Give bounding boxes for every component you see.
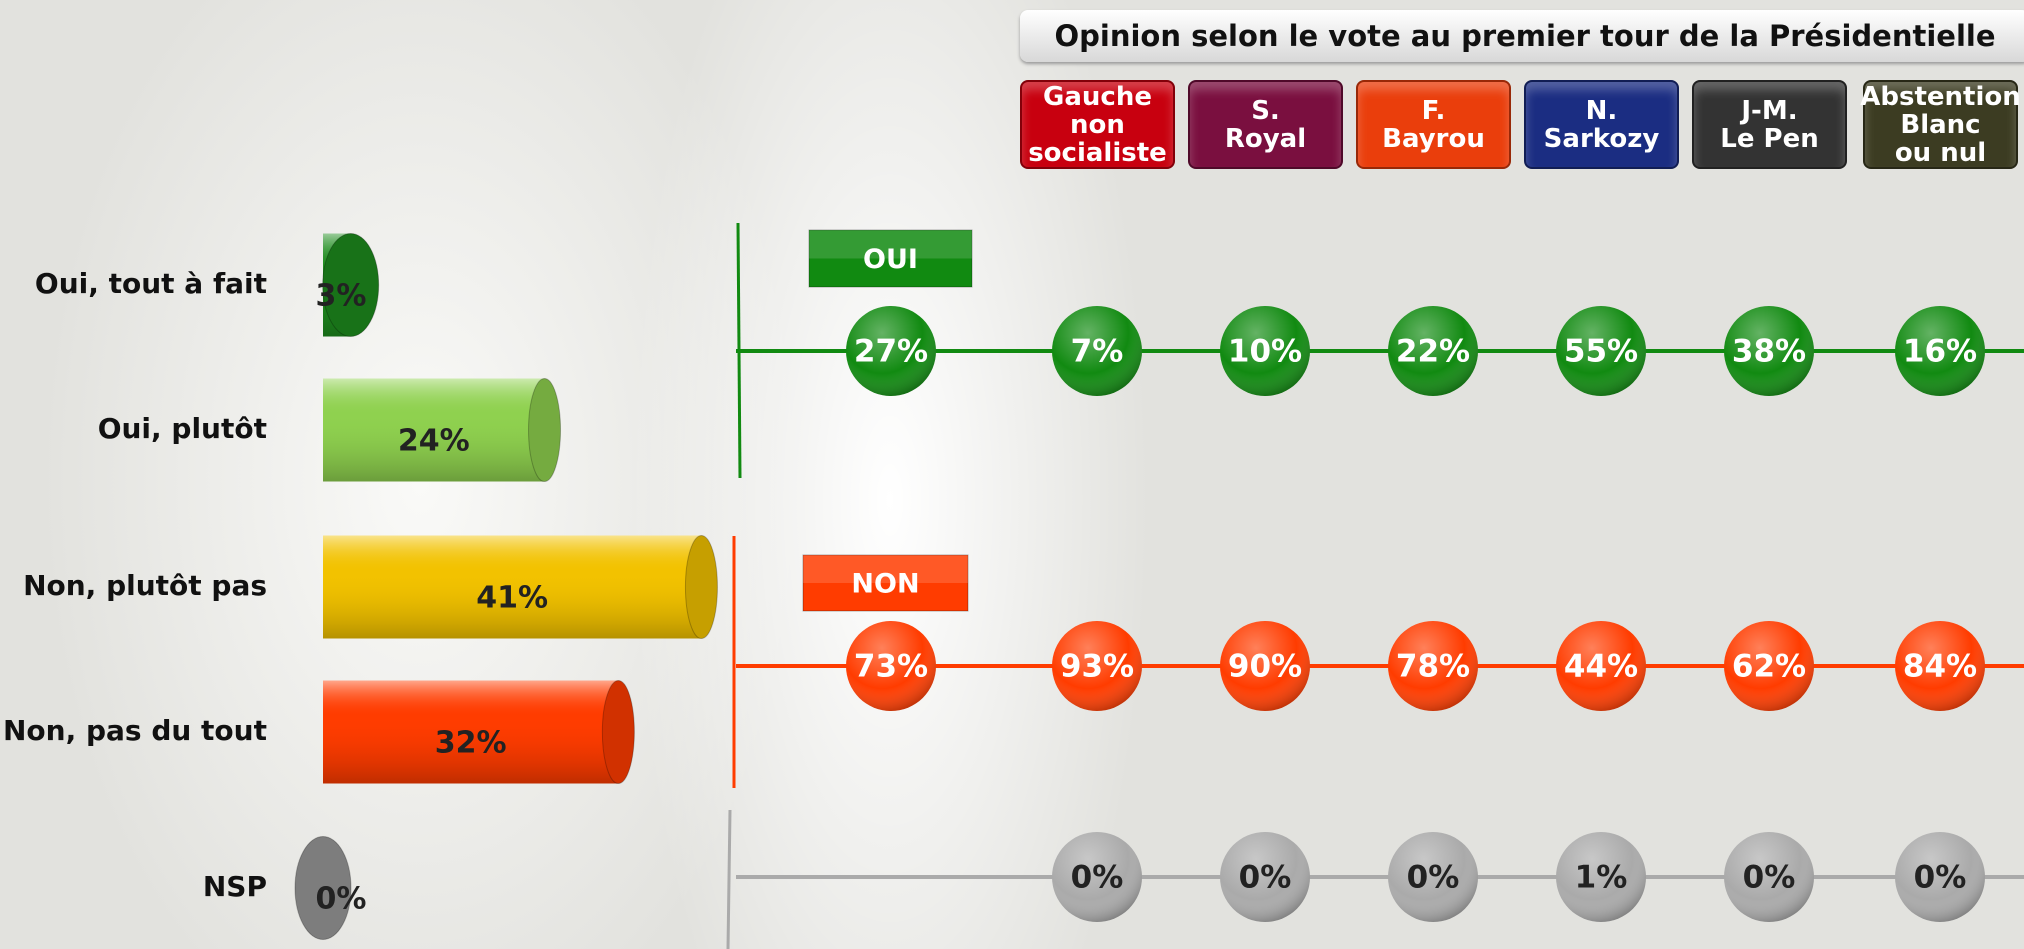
dot-shade xyxy=(1556,832,1646,922)
dot-label: 55% xyxy=(1564,334,1638,370)
bar-shade xyxy=(323,680,619,784)
bar-group xyxy=(322,233,380,337)
row-label-box xyxy=(808,229,973,288)
dot-label: 1% xyxy=(1575,860,1628,896)
dot-label: 0% xyxy=(1914,860,1967,896)
column-header: Gauche non socialiste xyxy=(1020,80,1175,169)
bar-cap-shade xyxy=(322,233,379,337)
dot-label: 7% xyxy=(1071,334,1124,370)
dot-shade xyxy=(1895,306,1985,396)
bar-cap xyxy=(322,233,380,337)
value-label: 41% xyxy=(476,581,548,616)
dot-shade xyxy=(1220,832,1310,922)
bar-shade xyxy=(323,378,545,482)
dot-label: 38% xyxy=(1732,334,1806,370)
category-label: Non, plutôt pas xyxy=(23,569,267,602)
matrix-title: Opinion selon le vote au premier tour de… xyxy=(1020,10,2024,62)
row-axis xyxy=(726,809,732,949)
dot-label: 90% xyxy=(1228,649,1302,685)
dot-label: 22% xyxy=(1396,334,1470,370)
dot-shade xyxy=(846,306,936,396)
value-label: 24% xyxy=(398,424,470,459)
dot-shade xyxy=(1895,621,1985,711)
row-label: OUI xyxy=(863,244,918,275)
bar-group xyxy=(323,680,635,784)
bar-shade xyxy=(323,535,702,639)
dot-label: 78% xyxy=(1396,649,1470,685)
column-header: N. Sarkozy xyxy=(1524,80,1679,169)
dot-shade xyxy=(1388,621,1478,711)
dot-shade xyxy=(1556,306,1646,396)
dot-label: 73% xyxy=(854,649,928,685)
dot-label: 62% xyxy=(1732,649,1806,685)
value-label: 3% xyxy=(316,279,367,314)
value-label: 0% xyxy=(316,882,367,917)
row-label-shade xyxy=(803,555,968,583)
dot-label: 44% xyxy=(1564,649,1638,685)
dot-label: 16% xyxy=(1903,334,1977,370)
bar-group xyxy=(323,378,562,482)
dot-label: 0% xyxy=(1407,860,1460,896)
dot-label: 27% xyxy=(854,334,928,370)
value-label: 32% xyxy=(435,726,507,761)
dot-label: 0% xyxy=(1743,860,1796,896)
bar-group xyxy=(294,836,352,940)
bar-cap-shade xyxy=(685,535,718,639)
column-header: Abstention Blanc ou nul xyxy=(1860,80,2021,169)
bar-cap-shade xyxy=(295,836,351,940)
dot-shade xyxy=(1052,832,1142,922)
bar-cap-shade xyxy=(602,680,635,784)
dot-shade xyxy=(1388,832,1478,922)
dot-shade xyxy=(1895,832,1985,922)
row-label-box xyxy=(802,554,969,612)
dot-label: 10% xyxy=(1228,334,1302,370)
category-label: Oui, plutôt xyxy=(98,412,267,445)
bar-cap xyxy=(684,535,718,639)
bar-cap xyxy=(528,378,562,482)
dot-shade xyxy=(1220,306,1310,396)
dot-shade xyxy=(1220,621,1310,711)
row-label: NON xyxy=(851,569,919,600)
category-label: NSP xyxy=(203,870,267,903)
row-label-shade xyxy=(809,230,972,259)
column-header: J-M. Le Pen xyxy=(1692,80,1847,169)
category-label: Oui, tout à fait xyxy=(35,267,267,300)
bar-group xyxy=(323,535,718,639)
dot-shade xyxy=(846,621,936,711)
column-header: F. Bayrou xyxy=(1356,80,1511,169)
dot-shade xyxy=(1724,621,1814,711)
dot-shade xyxy=(1052,621,1142,711)
dot-shade xyxy=(1724,832,1814,922)
column-header: S. Royal xyxy=(1188,80,1343,169)
bar-cap xyxy=(601,680,635,784)
dot-label: 0% xyxy=(1071,860,1124,896)
dot-label: 84% xyxy=(1903,649,1977,685)
dot-shade xyxy=(1556,621,1646,711)
dot-shade xyxy=(1052,306,1142,396)
bar-cap xyxy=(294,836,352,940)
dot-label: 93% xyxy=(1060,649,1134,685)
category-label: Non, pas du tout xyxy=(3,714,267,747)
dot-shade xyxy=(1388,306,1478,396)
bar-cap-shade xyxy=(528,378,561,482)
dot-shade xyxy=(1724,306,1814,396)
dot-label: 0% xyxy=(1239,860,1292,896)
